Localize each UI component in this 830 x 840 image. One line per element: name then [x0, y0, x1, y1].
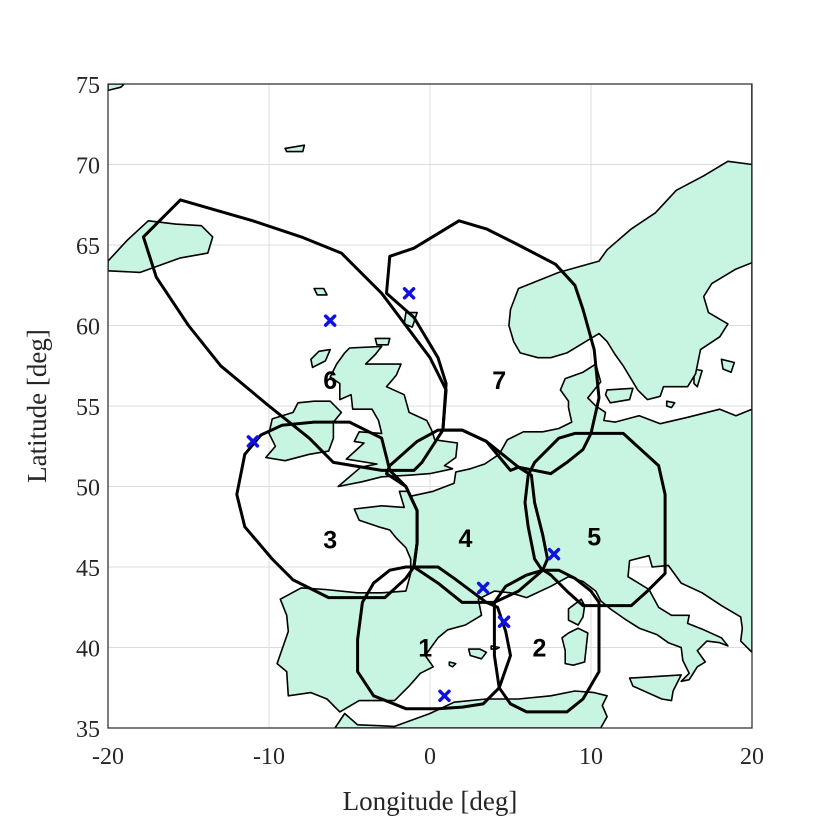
- site-marker: [246, 435, 260, 448]
- region-3-label: 3: [323, 527, 337, 555]
- x-axis-label: Longitude [deg]: [343, 786, 518, 816]
- site-marker: [476, 581, 490, 595]
- plot-frame: [107, 83, 753, 729]
- land-great-britain: [329, 345, 459, 488]
- land-gotland: [720, 358, 736, 374]
- y-tick-label: 40: [76, 637, 100, 663]
- region-labels: 1 2 3 4 5 6 7: [323, 367, 601, 662]
- x-tick-label: -10: [253, 744, 285, 770]
- x-tick-label: 10: [579, 744, 603, 770]
- land-jan-mayen: [284, 144, 306, 153]
- y-tick-label: 55: [76, 395, 100, 421]
- land-orkney: [374, 337, 391, 346]
- land-bornholm: [665, 400, 676, 409]
- land-layer: [108, 84, 752, 728]
- region-5-outline: [523, 431, 667, 608]
- region-7-outline: [385, 219, 601, 476]
- y-tick-label: 70: [76, 154, 100, 180]
- land-mallorca: [467, 648, 488, 660]
- land-iceland: [108, 220, 214, 274]
- y-tick-label: 50: [76, 476, 100, 502]
- land-continent: [276, 84, 752, 713]
- region-5-label: 5: [587, 523, 601, 551]
- region-6-outline: [141, 198, 448, 472]
- land-ibiza: [448, 661, 457, 668]
- region-1-label: 1: [418, 635, 432, 663]
- land-faroe: [313, 287, 328, 296]
- region-2-label: 2: [533, 635, 547, 663]
- x-tick-labels: -20 -10 0 10 20: [92, 744, 764, 770]
- land-north-africa: [334, 690, 608, 728]
- x-tick-label: 20: [740, 744, 764, 770]
- site-marker: [323, 314, 337, 327]
- region-4-label: 4: [458, 525, 472, 553]
- y-tick-label: 35: [76, 717, 100, 743]
- y-tick-label: 45: [76, 556, 100, 582]
- site-marker: [402, 287, 416, 300]
- land-lewis: [310, 348, 332, 369]
- region-2-outline: [492, 568, 601, 714]
- y-tick-label: 75: [76, 73, 100, 99]
- region-7-label: 7: [492, 367, 506, 395]
- region-outlines: [141, 198, 667, 714]
- site-marker: [547, 547, 561, 561]
- site-marker: [497, 615, 511, 628]
- land-greenland-edge: [108, 84, 125, 92]
- land-sardinia: [561, 627, 589, 667]
- land-ireland: [264, 400, 343, 462]
- region-6-label: 6: [323, 367, 337, 395]
- y-tick-label: 60: [76, 315, 100, 341]
- y-axis-label: Latitude [deg]: [22, 329, 52, 483]
- x-tick-label: 0: [424, 744, 436, 770]
- land-sicily: [628, 674, 683, 702]
- x-tick-label: -20: [92, 744, 124, 770]
- y-tick-label: 65: [76, 234, 100, 260]
- site-markers: [246, 287, 561, 703]
- land-zealand: [604, 387, 634, 404]
- y-tick-labels: 35 40 45 50 55 60 65 70 75: [76, 73, 100, 743]
- site-marker: [438, 689, 451, 703]
